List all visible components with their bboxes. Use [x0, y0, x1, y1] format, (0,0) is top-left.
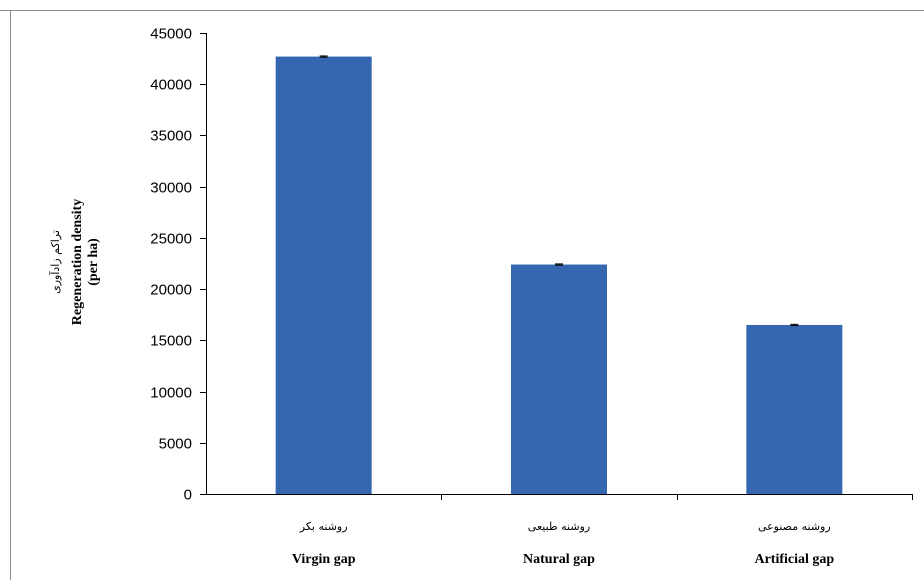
bars: [275, 55, 843, 494]
y-tick-label: 0: [184, 487, 192, 504]
y-axis-title-en-line1: Regeneration density: [70, 199, 85, 325]
y-tick-label: 40000: [150, 77, 192, 94]
y-tick-label: 35000: [150, 128, 192, 145]
bar: [511, 264, 607, 494]
x-category-label-en: Virgin gap: [292, 552, 356, 567]
x-category-label-en: Artificial gap: [754, 552, 834, 567]
y-tick-label: 10000: [150, 385, 192, 402]
y-tick-label: 45000: [150, 26, 192, 43]
y-tick-label: 30000: [150, 180, 192, 197]
y-tick-label: 25000: [150, 231, 192, 248]
x-category-label-fa: روشنه بکر: [299, 520, 348, 533]
y-axis-ticks: 0 5000 10000 15000 20000 25000 30000 35000 40000…: [150, 26, 206, 504]
x-category-label-en: Natural gap: [523, 552, 595, 567]
bar: [275, 56, 372, 494]
y-tick-label: 20000: [150, 282, 192, 299]
y-axis-title-en-line2: (per ha): [86, 238, 101, 286]
bar: [746, 324, 843, 494]
y-tick-label: 15000: [150, 333, 192, 350]
y-tick-label: 5000: [159, 436, 192, 453]
y-axis-title: تراکم زادآوری Regeneration density (per …: [48, 199, 101, 325]
x-category-label-fa: روشنه مصنوعی: [758, 520, 831, 533]
x-axis-categories: روشنه بکر Virgin gap روشنه طبیعی Natural ga…: [292, 494, 913, 567]
x-category-label-fa: روشنه طبیعی: [528, 520, 590, 533]
y-axis-title-fa: تراکم زادآوری: [48, 230, 62, 294]
